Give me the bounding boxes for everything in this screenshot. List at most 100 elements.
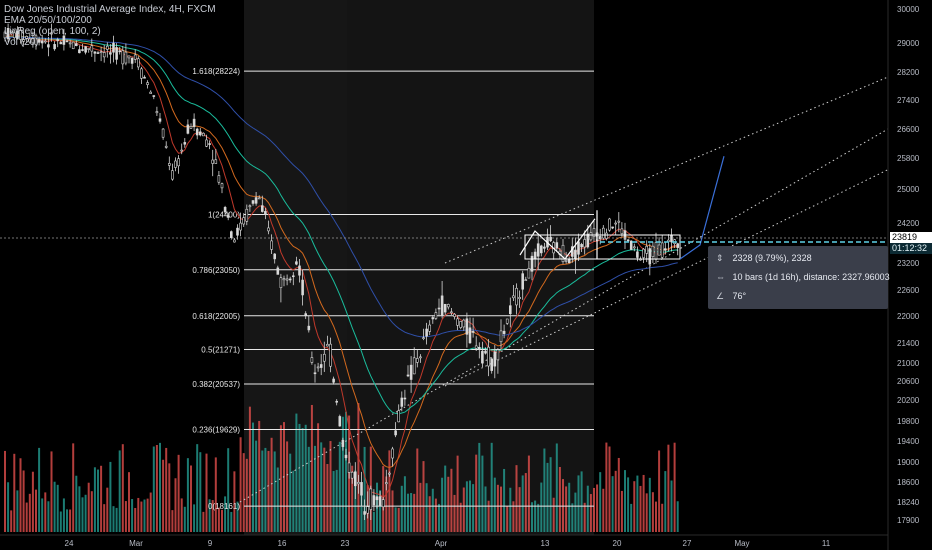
volume-bar: [7, 482, 10, 532]
volume-bar: [332, 471, 335, 532]
symbol-title[interactable]: Dow Jones Industrial Average Index, 4H, …: [4, 4, 216, 15]
volume-indicator-label[interactable]: Vol (20): [4, 37, 39, 48]
volume-bar: [400, 485, 403, 532]
candle-body: [87, 48, 90, 50]
candle-body: [496, 349, 500, 361]
candle-body: [199, 131, 202, 136]
volume-bar: [444, 465, 447, 532]
volume-bar: [310, 404, 313, 532]
volume-bar: [121, 444, 124, 532]
candle-body: [22, 39, 25, 42]
candle-body: [580, 244, 583, 248]
volume-bar: [636, 475, 639, 532]
volume-bar: [481, 455, 484, 532]
candle-body: [648, 248, 652, 265]
candle-body: [499, 330, 503, 343]
candle-body: [273, 253, 277, 260]
candle-body: [40, 40, 44, 44]
candle-body: [614, 222, 618, 225]
candle-body: [301, 279, 304, 296]
volume-bar: [673, 442, 676, 532]
last-price-badge: 23819: [890, 232, 932, 243]
candle-body: [298, 265, 301, 276]
ema-indicator-label[interactable]: EMA 20/50/100/200: [4, 15, 92, 26]
volume-bar: [38, 447, 41, 532]
volume-bar: [379, 490, 382, 532]
volume-bar: [419, 482, 422, 532]
volume-bar: [19, 458, 22, 532]
time-tick-label: May: [734, 539, 749, 548]
candle-body: [341, 439, 345, 447]
volume-bar: [174, 478, 177, 532]
volume-bar: [475, 454, 478, 532]
candle-body: [642, 248, 645, 258]
candle-body: [605, 232, 608, 239]
volume-bar: [81, 497, 84, 532]
drawing-tools[interactable]: [519, 156, 725, 260]
volume-bar: [140, 501, 143, 532]
price-tick-label: 19400: [897, 437, 920, 446]
candle-body: [313, 372, 317, 375]
fibonacci-retracement[interactable]: 1.618(28224) 1(24400) 0.786(23050) 0.618(22…: [192, 67, 594, 511]
volume-bar: [35, 489, 37, 532]
candle-body: [406, 374, 410, 377]
candle-body: [251, 200, 255, 204]
candle-body: [391, 448, 394, 459]
candle-body: [549, 236, 552, 242]
volume-bar: [233, 471, 236, 532]
candle-body: [149, 91, 152, 94]
fib-level-label: 0.382(20537): [192, 380, 240, 389]
fib-level-label: 1.618(28224): [192, 67, 240, 76]
candle-body: [6, 28, 10, 40]
candle-body: [236, 227, 239, 236]
candle-body: [130, 58, 134, 64]
volume-bar: [25, 502, 28, 532]
volume-bar: [168, 463, 171, 532]
candle-body: [397, 410, 401, 423]
candle-body: [75, 43, 78, 46]
price-tick-label: 28200: [897, 68, 920, 77]
candle-body: [220, 183, 224, 189]
candle-body: [555, 242, 559, 249]
candle-body: [47, 44, 50, 48]
volume-bar: [642, 474, 645, 532]
price-axis[interactable]: 30000 29000 28200 27400 26600 25800 25000 24200…: [897, 5, 920, 525]
volume-bar: [611, 476, 614, 532]
candle-body: [601, 227, 605, 239]
volume-bar: [137, 497, 140, 532]
fib-level-label: 0.618(22005): [192, 312, 240, 321]
candle-body: [465, 318, 469, 335]
volume-bar: [289, 453, 292, 532]
candle-body: [62, 35, 66, 45]
candle-body: [660, 242, 664, 258]
candle-body: [484, 350, 487, 354]
candle-body: [53, 44, 56, 50]
volume-bar: [518, 487, 521, 532]
candle-body: [651, 245, 655, 257]
time-axis[interactable]: 24 Mar 9 16 23 Apr 13 20 27 May 11: [65, 539, 831, 548]
volume-bar: [205, 453, 208, 532]
candle-body: [112, 42, 115, 53]
volume-bar: [224, 496, 227, 532]
price-tick-label: 19000: [897, 458, 920, 467]
candle-body: [233, 239, 236, 243]
candle-body: [217, 175, 221, 183]
regression-channel[interactable]: [239, 76, 889, 503]
volume-bar: [372, 511, 375, 532]
linreg-indicator-label[interactable]: LinReg (open, 100, 2): [4, 26, 101, 37]
volume-bar: [267, 450, 270, 532]
candle-body: [211, 159, 214, 164]
volume-bar: [227, 448, 230, 532]
volume-bar: [500, 486, 502, 532]
candle-body: [174, 160, 177, 168]
candle-body: [366, 506, 370, 514]
candle-body: [9, 30, 13, 33]
candle-body: [68, 42, 72, 45]
candle-body: [137, 58, 140, 68]
candle-body: [425, 328, 428, 337]
volume-bar: [593, 487, 595, 532]
volume-bar: [416, 448, 419, 532]
candle-body: [403, 397, 407, 400]
